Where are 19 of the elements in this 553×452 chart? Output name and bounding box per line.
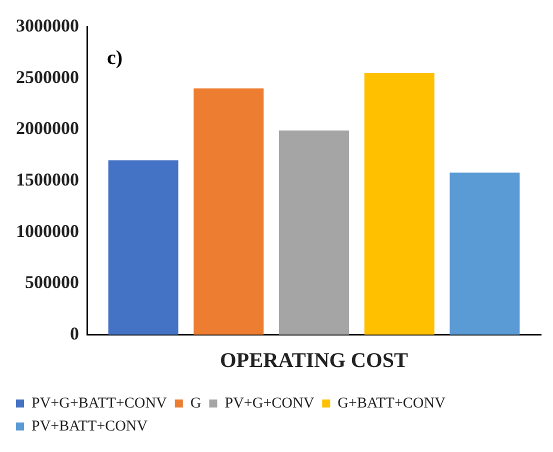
y-tick-label: 1000000 [16, 220, 79, 241]
x-tick-label: OPERATING COST [220, 348, 408, 372]
bar [364, 73, 434, 335]
y-tick-label: 2000000 [16, 118, 79, 138]
legend-label: PV+G+BATT+CONV [32, 395, 168, 412]
bar [450, 172, 520, 335]
legend-label: G [190, 395, 202, 412]
y-tick-label: 500000 [25, 272, 79, 292]
y-tick-label: 1500000 [16, 169, 79, 190]
y-tick-label: 0 [70, 323, 79, 344]
bar [279, 130, 349, 335]
legend-label: G+BATT+CONV [338, 395, 446, 412]
bar [194, 88, 264, 335]
y-tick-label: 2500000 [16, 66, 79, 87]
legend-label: PV+G+CONV [224, 395, 314, 412]
bar [108, 160, 178, 335]
annotation: c) [107, 46, 123, 69]
y-tick-label: 3000000 [16, 15, 79, 36]
legend-label: PV+BATT+CONV [32, 418, 148, 434]
